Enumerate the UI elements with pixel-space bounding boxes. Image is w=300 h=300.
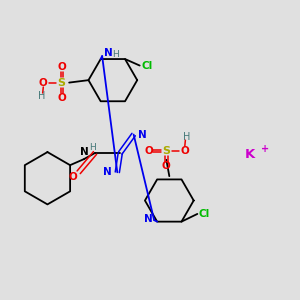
Text: N: N xyxy=(103,47,112,58)
Text: S: S xyxy=(162,146,170,156)
Text: O: O xyxy=(57,93,66,103)
Text: N: N xyxy=(138,130,147,140)
Text: Cl: Cl xyxy=(141,61,152,70)
Text: O: O xyxy=(162,161,171,171)
Text: O: O xyxy=(57,62,66,72)
Text: H: H xyxy=(89,143,96,152)
Text: O: O xyxy=(180,146,189,156)
Text: H: H xyxy=(183,132,190,142)
Text: S: S xyxy=(58,78,66,88)
Text: N: N xyxy=(144,214,153,224)
Text: N: N xyxy=(103,167,111,177)
Text: Cl: Cl xyxy=(199,209,210,219)
Text: O: O xyxy=(144,146,153,156)
Text: H: H xyxy=(38,91,46,101)
Text: +: + xyxy=(261,143,269,154)
Text: K: K xyxy=(244,148,255,161)
Text: N: N xyxy=(80,147,88,157)
Text: O: O xyxy=(69,172,78,182)
Text: O: O xyxy=(39,78,48,88)
Text: H: H xyxy=(112,50,118,59)
